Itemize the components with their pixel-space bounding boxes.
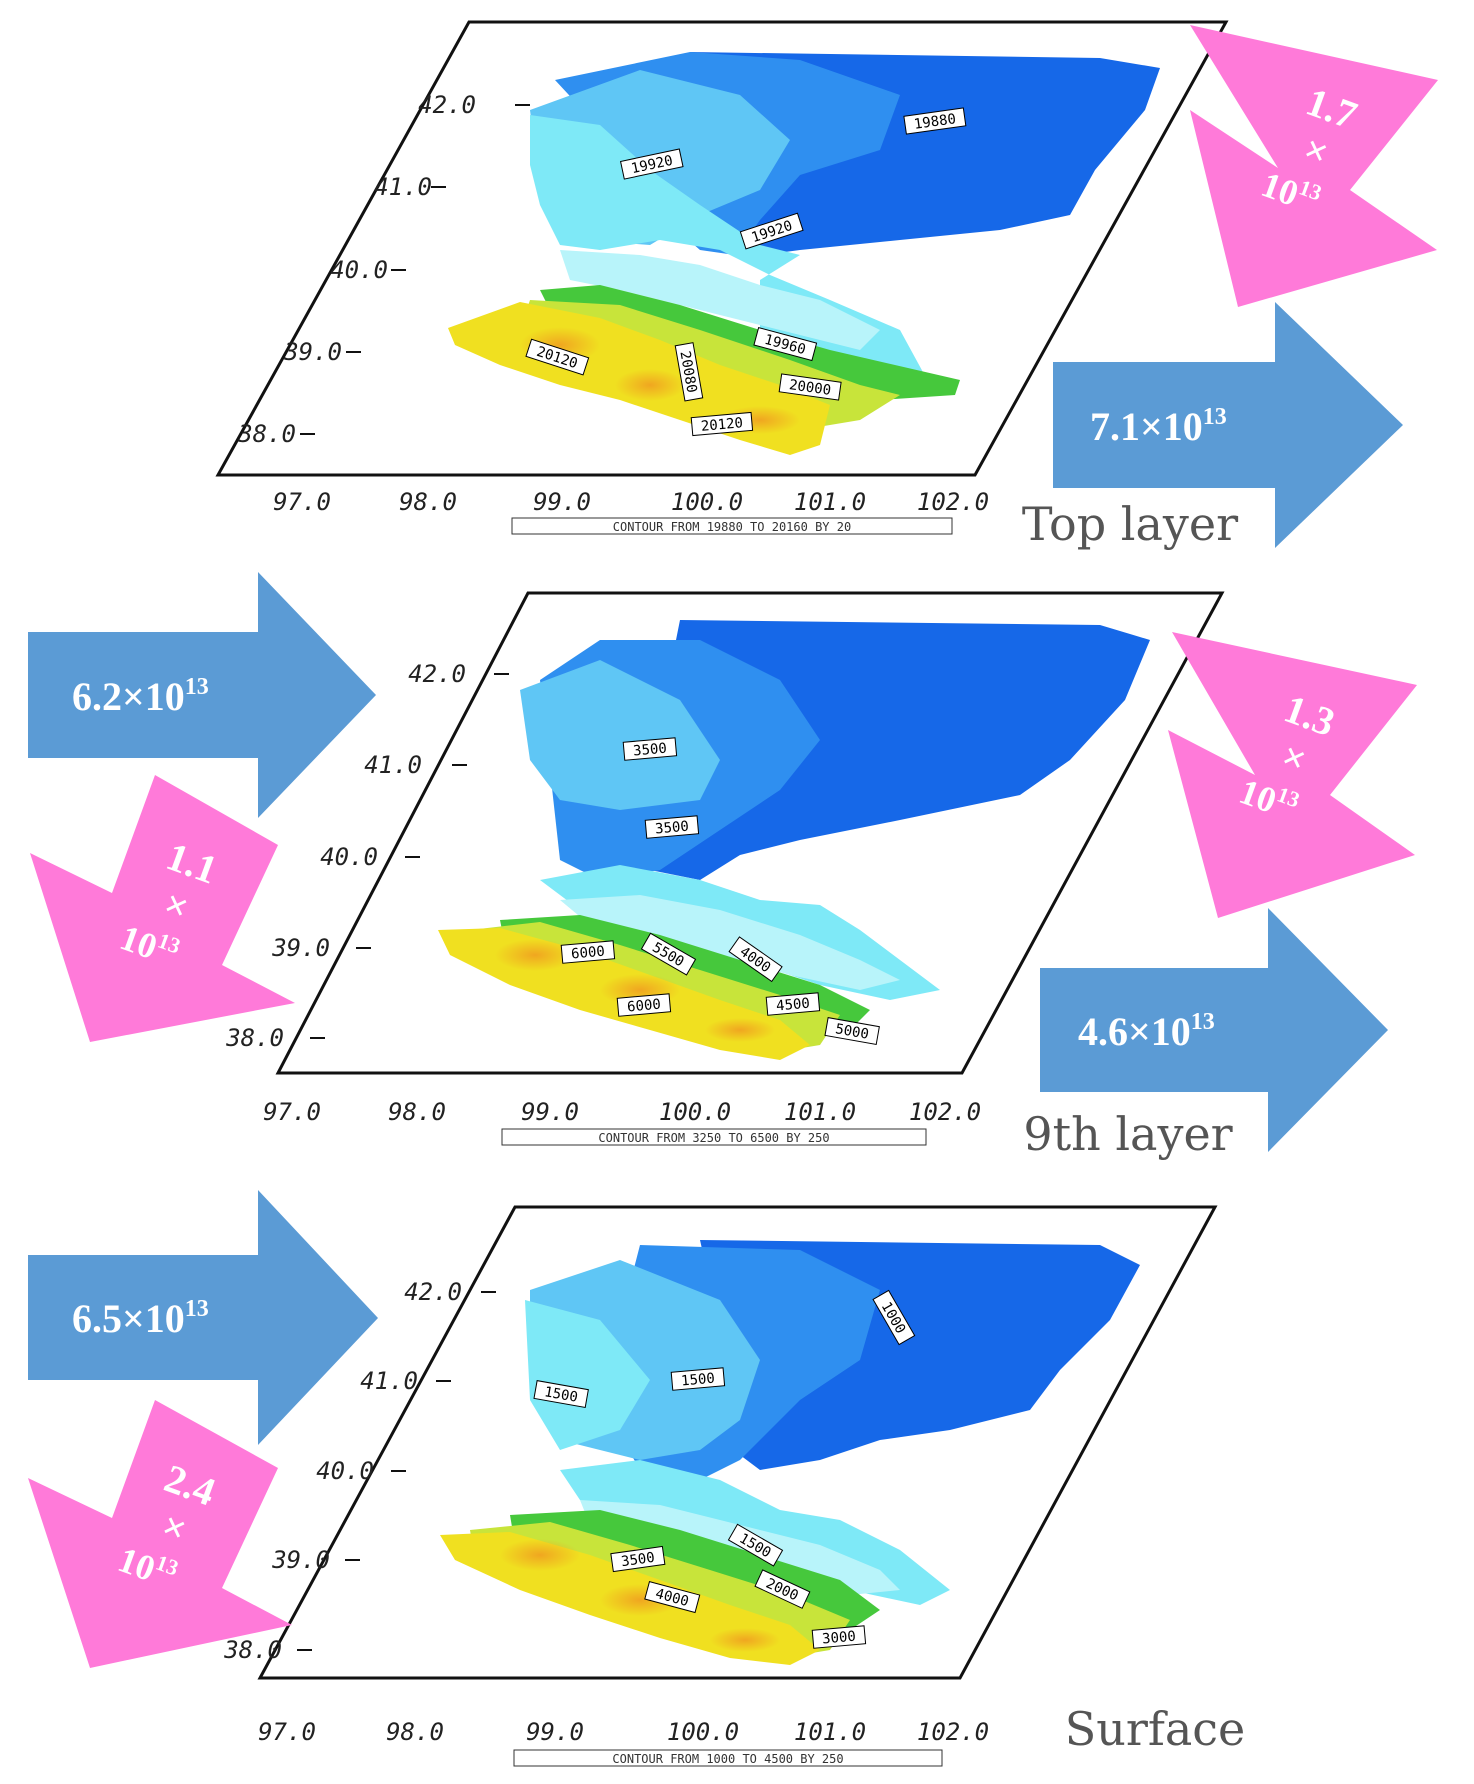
contour-label: 20080 bbox=[676, 350, 699, 394]
lat-label: 42.0 bbox=[418, 91, 476, 119]
contour-label: 1500 bbox=[681, 1371, 716, 1390]
lat-label: 41.0 bbox=[360, 1367, 418, 1395]
lat-label: 42.0 bbox=[404, 1278, 462, 1306]
lat-label: 39.0 bbox=[271, 934, 330, 962]
panel-9th-layer: 3500 3500 6000 5500 4000 4500 5000 6000 … bbox=[225, 591, 1233, 1161]
contour-labels: 19880 19920 19920 19960 20120 20080 2000… bbox=[525, 107, 967, 437]
lon-label: 102.0 bbox=[909, 1098, 981, 1126]
contour-label: 4500 bbox=[776, 996, 811, 1015]
lon-label: 97.0 bbox=[263, 1098, 321, 1126]
lon-label: 102.0 bbox=[917, 1718, 989, 1746]
flux-arrow-surf-in-west: 6.5×1013 bbox=[28, 1190, 378, 1445]
flux-arrow-top-out-east: 7.1×1013 bbox=[1053, 302, 1403, 548]
contour-label: 3000 bbox=[822, 1629, 857, 1648]
lon-label: 101.0 bbox=[794, 488, 866, 516]
lat-axis bbox=[300, 104, 530, 435]
contour-label: 5000 bbox=[834, 1021, 870, 1043]
layer-title: Top layer bbox=[1022, 497, 1238, 551]
lon-label: 99.0 bbox=[521, 1098, 579, 1126]
lon-label: 97.0 bbox=[258, 1718, 316, 1746]
flux-arrow-mid-in-north: 1.3 × 1013 bbox=[1168, 632, 1417, 918]
lon-label: 101.0 bbox=[794, 1718, 866, 1746]
region-light-blue bbox=[520, 660, 720, 810]
flux-arrow-mid-out-southwest: 1.1 × 1013 bbox=[30, 775, 295, 1042]
contour-label: 3500 bbox=[655, 819, 690, 838]
contour-label: 3500 bbox=[633, 741, 668, 760]
lon-label: 99.0 bbox=[526, 1718, 584, 1746]
lon-label: 98.0 bbox=[399, 488, 457, 516]
lat-label: 38.0 bbox=[225, 1024, 284, 1052]
lat-label: 40.0 bbox=[330, 256, 388, 284]
contour-labels: 1000 1500 1500 1500 3500 2000 4000 3000 bbox=[533, 1289, 916, 1649]
contour-label: 6000 bbox=[571, 944, 606, 963]
lon-label: 100.0 bbox=[659, 1098, 731, 1126]
lon-label: 98.0 bbox=[386, 1718, 444, 1746]
lon-label: 99.0 bbox=[533, 488, 591, 516]
panel-top-layer: 19880 19920 19920 19960 20120 20080 2000… bbox=[215, 20, 1238, 551]
flux-arrow-top-in-north: 1.7 × 1013 bbox=[1190, 25, 1438, 307]
map-frame bbox=[275, 591, 1225, 1075]
lat-label: 39.0 bbox=[283, 338, 342, 366]
contour-caption: CONTOUR FROM 3250 TO 6500 BY 250 bbox=[598, 1131, 829, 1145]
contour-label: 20000 bbox=[788, 377, 832, 399]
region-pale-cyan bbox=[560, 895, 900, 990]
lat-label: 38.0 bbox=[237, 420, 296, 448]
flux-value: 7.1×1013 bbox=[1090, 404, 1227, 449]
lon-label: 100.0 bbox=[667, 1718, 739, 1746]
lon-label: 102.0 bbox=[917, 488, 989, 516]
lon-label: 97.0 bbox=[273, 488, 331, 516]
layer-title: Surface bbox=[1065, 1702, 1246, 1756]
contour-caption: CONTOUR FROM 19880 TO 20160 BY 20 bbox=[613, 520, 851, 534]
flux-arrow-mid-in-west: 6.2×1013 bbox=[28, 572, 376, 818]
contour-label: 20120 bbox=[700, 415, 743, 435]
contour-label: 3500 bbox=[620, 1550, 656, 1571]
lon-label: 100.0 bbox=[671, 488, 743, 516]
layer-title: 9th layer bbox=[1023, 1107, 1232, 1161]
lon-label: 101.0 bbox=[784, 1098, 856, 1126]
lat-label: 38.0 bbox=[223, 1636, 282, 1664]
contour-labels: 3500 3500 6000 5500 4000 4500 5000 6000 bbox=[560, 737, 880, 1045]
region-pale-cyan bbox=[580, 1500, 900, 1595]
contour-label: 6000 bbox=[627, 997, 662, 1016]
lat-label: 41.0 bbox=[364, 751, 422, 779]
lat-label: 42.0 bbox=[408, 660, 466, 688]
region-cyan bbox=[525, 1300, 950, 1605]
flux-value: 6.2×1013 bbox=[72, 674, 209, 719]
flux-value: 4.6×1013 bbox=[1078, 1009, 1215, 1054]
lat-axis bbox=[297, 1291, 496, 1651]
contour-label: 1500 bbox=[543, 1384, 579, 1406]
lat-label: 39.0 bbox=[271, 1546, 330, 1574]
lat-label: 40.0 bbox=[320, 843, 378, 871]
flux-value: 6.5×1013 bbox=[72, 1296, 209, 1341]
lon-label: 98.0 bbox=[388, 1098, 446, 1126]
flux-arrow-mid-out-east: 4.6×1013 bbox=[1040, 908, 1388, 1152]
lat-label: 40.0 bbox=[316, 1457, 374, 1485]
map-frame bbox=[257, 1205, 1218, 1680]
contour-map bbox=[440, 1240, 1140, 1665]
contour-caption: CONTOUR FROM 1000 TO 4500 BY 250 bbox=[612, 1752, 843, 1766]
panel-surface: 1000 1500 1500 1500 3500 2000 4000 3000 … bbox=[223, 1205, 1246, 1767]
region-pale-cyan bbox=[560, 250, 880, 350]
flux-arrow-surf-out-southwest: 2.4 × 1013 bbox=[28, 1400, 292, 1668]
contour-label: 19880 bbox=[913, 111, 957, 133]
lat-label: 41.0 bbox=[374, 173, 432, 201]
map-frame bbox=[215, 20, 1229, 477]
lat-axis bbox=[310, 673, 509, 1039]
